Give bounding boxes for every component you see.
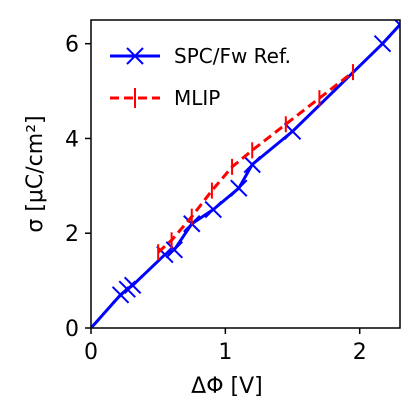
marker-x-stroke [391, 23, 400, 34]
marker-x-stroke [204, 200, 222, 219]
marker-x-stroke [230, 179, 248, 197]
marker-x-stroke [165, 241, 184, 259]
ticks-layer: 0 1 2 0 2 4 6 [65, 33, 367, 365]
x-axis-title: ΔΦ [V] [191, 374, 263, 399]
y-tick-label: 6 [65, 33, 79, 58]
x-tick-label: 2 [353, 340, 367, 365]
marker-x-stroke [283, 122, 302, 141]
data-point-0-3 [123, 276, 142, 295]
marker-x-stroke [373, 34, 392, 53]
data-point-0-12 [391, 20, 400, 34]
marker-x-stroke [91, 319, 100, 328]
y-tick-label: 2 [65, 222, 79, 247]
x-tick-label: 1 [218, 340, 232, 365]
data-point-0-0 [91, 319, 100, 328]
data-point-0-11 [373, 34, 392, 53]
marker-x-stroke [156, 245, 174, 264]
legend-marker [126, 47, 144, 65]
data-point-0-7 [204, 200, 222, 219]
x-tick-label: 0 [84, 340, 98, 365]
plot-frame [90, 19, 401, 329]
marker-x-stroke [118, 280, 136, 298]
data-point-0-9 [243, 155, 261, 174]
legend-label-0: SPC/Fw Ref. [174, 44, 291, 68]
series-layer [91, 20, 400, 328]
data-point-0-2 [118, 280, 136, 298]
y-tick-label: 4 [65, 127, 79, 152]
marker-x-stroke [243, 155, 261, 174]
legend: SPC/Fw Ref. MLIP [110, 44, 291, 110]
data-point-0-8 [230, 179, 248, 197]
series-clip-group [91, 20, 400, 328]
y-tick-label: 0 [65, 317, 79, 342]
marker-x-stroke [123, 276, 142, 295]
legend-label-1: MLIP [174, 86, 220, 110]
y-axis-title: σ [μC/cm²] [23, 115, 48, 232]
data-point-0-5 [165, 241, 184, 259]
data-point-0-10 [283, 122, 302, 141]
